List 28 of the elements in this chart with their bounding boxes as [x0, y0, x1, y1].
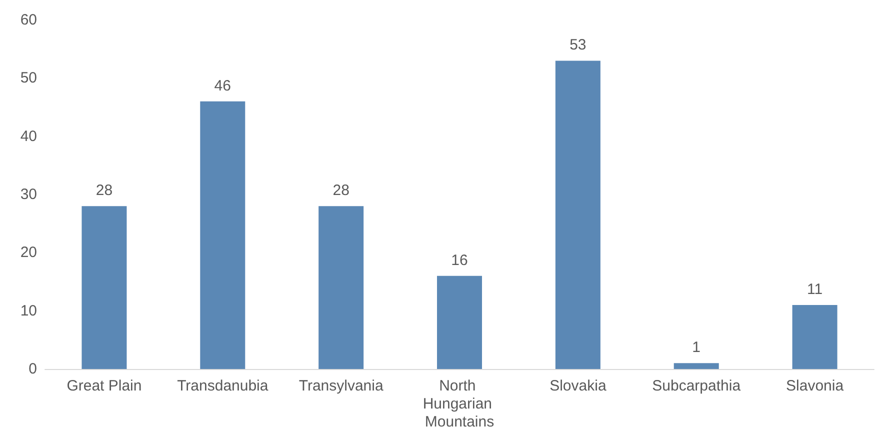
- data-label: 53: [570, 36, 586, 54]
- x-tick-label: Transylvania: [298, 378, 384, 394]
- x-tick-label: Subcarpathia: [652, 378, 742, 394]
- y-tick-label: 60: [20, 12, 37, 28]
- bar: [82, 206, 127, 369]
- y-tick-label: 20: [20, 244, 37, 262]
- y-tick-label: 40: [20, 128, 37, 145]
- bar: [318, 206, 364, 369]
- data-label: 28: [96, 182, 113, 200]
- x-tick-label: North Hungarian Mountains: [422, 378, 496, 430]
- x-tick-label: Great Plain: [66, 378, 142, 394]
- data-label: 28: [332, 182, 350, 200]
- bar: [437, 276, 482, 369]
- y-tick-label: 0: [28, 360, 37, 378]
- data-label: 11: [806, 281, 823, 298]
- data-label: 46: [214, 77, 231, 94]
- x-tick-label: Slavonia: [786, 378, 844, 394]
- y-tick-label: 50: [20, 70, 37, 87]
- data-label: 16: [451, 252, 468, 269]
- bar: [200, 101, 246, 369]
- bar: [674, 363, 719, 369]
- x-tick-label: Transdanubia: [177, 378, 269, 394]
- data-label: 1: [692, 339, 701, 356]
- x-tick-label: Slovakia: [550, 378, 607, 394]
- bar: [792, 305, 838, 369]
- y-tick-label: 10: [20, 302, 37, 320]
- bar: [555, 60, 600, 369]
- y-tick-label: 30: [20, 186, 37, 203]
